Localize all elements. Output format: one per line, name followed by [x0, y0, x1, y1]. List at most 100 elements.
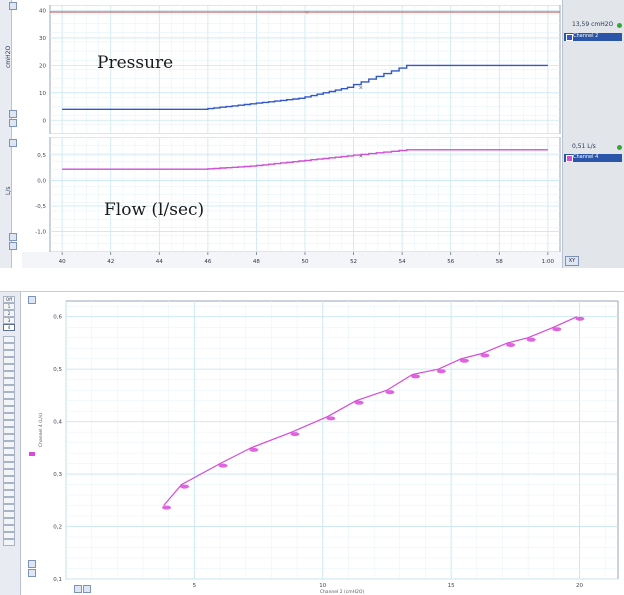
xy-zoom-in-button[interactable]: [83, 585, 91, 593]
flow-scale-up-button[interactable]: [9, 233, 17, 241]
pressure-y-tick-label: 0: [43, 118, 47, 124]
time-axis-tick-label: 46: [204, 259, 211, 265]
flow-cursor-marker: ×: [358, 153, 363, 160]
xy-data-point: [218, 463, 228, 468]
xy-tab-empty: [3, 406, 15, 413]
xy-tab-empty: [3, 378, 15, 385]
pressure-top-marker: ×: [305, 10, 309, 16]
right-sidebar: [562, 0, 624, 268]
xy-tab-empty: [3, 350, 15, 357]
xy-data-point: [459, 358, 469, 363]
time-axis-bg: [22, 252, 562, 268]
xy-x-tick-label: 10: [319, 583, 326, 589]
time-axis-tick-label: 44: [156, 259, 163, 265]
time-axis-tick-label: 52: [350, 259, 357, 265]
pressure-channel-select[interactable]: Channel 2: [564, 33, 622, 41]
flow-collapse-button[interactable]: [9, 139, 17, 147]
xy-tab-empty: [3, 525, 15, 532]
xy-x-tick-label: 5: [193, 583, 197, 589]
xy-plot-window: Off 1 2 3 4 0,1 0,2 0,3 0,4 0,5 0,6 5 10 15 20 Channel…: [0, 291, 624, 595]
xy-y-tick-label: 0,2: [53, 525, 62, 531]
flow-scale-down-button[interactable]: [9, 242, 17, 250]
flow-channel-label: Channel 4: [573, 154, 599, 160]
time-axis: 40 42 44 46 48 50 52 54 56 58 1:00: [22, 252, 562, 268]
flow-y-tick-label: -0,5: [35, 204, 46, 210]
xy-tab-empty: [3, 532, 15, 539]
xy-tab-empty: [3, 511, 15, 518]
xy-tab-empty: [3, 469, 15, 476]
time-axis-tick-label: 58: [496, 259, 503, 265]
xy-data-point: [436, 369, 446, 374]
pressure-scale-up-button[interactable]: [9, 110, 17, 118]
xy-data-point: [552, 327, 562, 332]
xy-collapse-button[interactable]: [28, 296, 36, 304]
xy-tab-empty: [3, 448, 15, 455]
xy-zoom-out-button[interactable]: [74, 585, 82, 593]
time-axis-tick-label: 40: [59, 259, 66, 265]
flow-y-tick-label: 0,5: [37, 153, 46, 159]
pressure-collapse-button[interactable]: [9, 2, 17, 10]
flow-y-tick-label: -1,0: [35, 230, 46, 236]
xy-tab-empty: [3, 427, 15, 434]
pressure-series-line: [62, 64, 548, 111]
xy-tab-empty: [3, 343, 15, 350]
pressure-chart: 0 10 20 30 40 × ×: [39, 5, 561, 134]
flow-color-swatch: [566, 155, 573, 162]
xy-y-tick-label: 0,3: [53, 472, 62, 478]
xy-tab-empty: [3, 399, 15, 406]
xy-data-point: [411, 374, 421, 379]
pressure-overlay-label: Pressure: [97, 53, 174, 73]
xy-tab-empty: [3, 476, 15, 483]
xy-data-point: [385, 390, 395, 395]
xy-tab-empty: [3, 441, 15, 448]
xy-view-label: XY: [568, 258, 576, 264]
xy-tab-empty: [3, 434, 15, 441]
xy-tab-empty: [3, 364, 15, 371]
xy-tab-empty: [3, 490, 15, 497]
xy-tab-empty: [3, 392, 15, 399]
xy-tab-item[interactable]: 4: [3, 324, 15, 331]
xy-tab-list: Off 1 2 3 4: [0, 296, 20, 546]
time-axis-tick-label: 54: [399, 259, 406, 265]
xy-tab-empty: [3, 420, 15, 427]
xy-y-tick-label: 0,5: [53, 367, 62, 373]
flow-readout: 0,51 L/s: [572, 143, 596, 150]
xy-tab-item[interactable]: 2: [3, 310, 15, 317]
pressure-scale-down-button[interactable]: [9, 119, 17, 127]
xy-tab-empty: [3, 357, 15, 364]
pressure-y-tick-label: 10: [39, 91, 46, 97]
time-axis-tick-label: 42: [107, 259, 114, 265]
xy-tab-empty: [3, 413, 15, 420]
xy-data-point: [506, 342, 516, 347]
xy-scale-up-button[interactable]: [28, 560, 36, 568]
xy-tab-empty: [3, 483, 15, 490]
pressure-y-tick-label: 30: [39, 36, 46, 42]
xy-tab-item[interactable]: 1: [3, 303, 15, 310]
pressure-color-swatch: [566, 34, 573, 41]
xy-y-tick-label: 0,4: [53, 420, 62, 426]
xy-tab-empty: [3, 455, 15, 462]
xy-scale-down-button[interactable]: [28, 569, 36, 577]
pressure-y-tick-label: 40: [39, 8, 46, 14]
xy-y-tick-label: 0,6: [53, 315, 62, 321]
pressure-axis-label: cmH2O: [5, 45, 12, 68]
xy-y-axis-label: Channel 4 (L/s): [38, 413, 44, 447]
xy-data-point: [354, 400, 364, 405]
xy-x-axis-label: Channel 2 (cmH2O): [320, 589, 365, 595]
xy-x-tick-label: 20: [576, 583, 583, 589]
xy-tab-empty: [3, 385, 15, 392]
xy-tab-item[interactable]: Off: [3, 296, 15, 303]
pressure-status-icon: [617, 23, 622, 28]
xy-tab-item[interactable]: 3: [3, 317, 15, 324]
pressure-channel-label: Channel 2: [573, 33, 599, 39]
xy-data-point: [575, 316, 585, 321]
flow-axis-label: L/s: [5, 186, 12, 196]
xy-plot-area: [65, 300, 619, 580]
xy-view-button[interactable]: XY: [565, 256, 579, 266]
time-axis-tick-label: 1:00: [542, 259, 555, 265]
flow-channel-select[interactable]: Channel 4: [564, 154, 622, 162]
xy-tab-empty: [3, 371, 15, 378]
left-toolbar: [0, 0, 12, 268]
xy-chart: 0,1 0,2 0,3 0,4 0,5 0,6 5 10 15 20 Channel 2 (cmH2…: [38, 300, 619, 595]
xy-x-tick-label: 15: [448, 583, 455, 589]
